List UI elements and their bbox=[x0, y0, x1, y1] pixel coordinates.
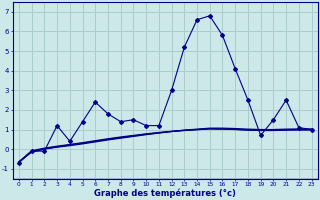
X-axis label: Graphe des températures (°c): Graphe des températures (°c) bbox=[94, 188, 236, 198]
